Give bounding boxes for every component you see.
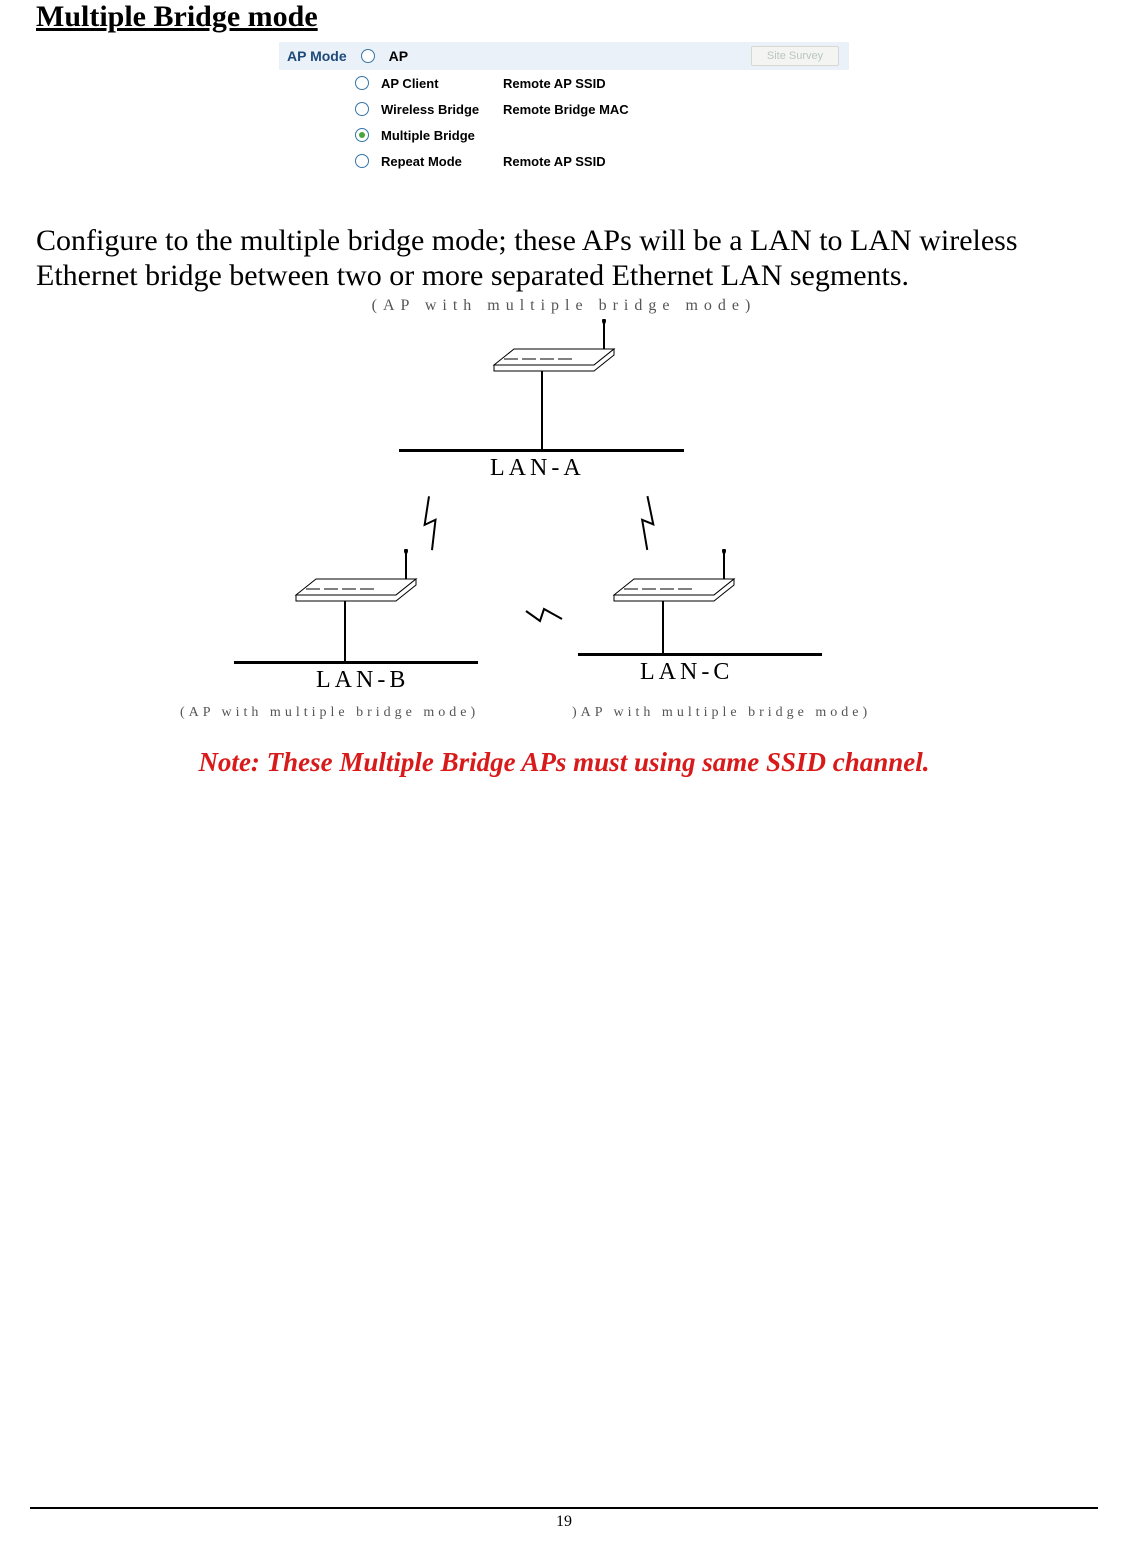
- page-heading: Multiple Bridge mode: [30, 0, 1098, 34]
- line-c-down: [662, 601, 664, 653]
- ap-option-label-1: AP Client: [381, 76, 503, 91]
- option-row-3: Multiple Bridge: [279, 122, 849, 148]
- ap-option-label-0: AP: [389, 48, 408, 64]
- ap-option-extra-1: Remote AP SSID: [503, 76, 606, 91]
- router-b-icon: [286, 549, 436, 609]
- page-footer: 19: [30, 1507, 1098, 1531]
- option-row-1: AP Client Remote AP SSID: [279, 70, 849, 96]
- ap-option-extra-4: Remote AP SSID: [503, 154, 606, 169]
- ground-b: [234, 661, 478, 664]
- ap-mode-panel: AP Mode AP Site Survey AP Client Remote …: [279, 42, 849, 174]
- ap-mode-header: AP Mode AP Site Survey: [279, 42, 849, 70]
- footer-rule: [30, 1507, 1098, 1509]
- repeat-mode-radio[interactable]: [355, 154, 369, 168]
- diagram-container: (AP with multiple bridge mode) LAN-A: [204, 297, 924, 745]
- line-b-down: [344, 601, 346, 661]
- caption-right: )AP with multiple bridge mode): [572, 705, 871, 721]
- ap-option-label-2: Wireless Bridge: [381, 102, 503, 117]
- ap-option-label-4: Repeat Mode: [381, 154, 503, 169]
- description-paragraph: Configure to the multiple bridge mode; t…: [30, 224, 1098, 293]
- wireless-bridge-radio[interactable]: [355, 102, 369, 116]
- diagram-title: (AP with multiple bridge mode): [204, 297, 924, 315]
- bolt-bottom-icon: [522, 601, 566, 635]
- ap-radio[interactable]: [361, 49, 375, 63]
- network-diagram: LAN-A LAN-B: [204, 315, 924, 745]
- ap-client-radio[interactable]: [355, 76, 369, 90]
- router-a-icon: [484, 319, 634, 379]
- ground-a: [399, 449, 684, 452]
- ap-option-label-3: Multiple Bridge: [381, 128, 503, 143]
- note-text: Note: These Multiple Bridge APs must usi…: [30, 747, 1098, 778]
- option-row-4: Repeat Mode Remote AP SSID: [279, 148, 849, 174]
- lan-b-label: LAN-B: [316, 667, 409, 694]
- ap-option-extra-2: Remote Bridge MAC: [503, 102, 629, 117]
- caption-left: (AP with multiple bridge mode): [180, 705, 479, 721]
- option-row-2: Wireless Bridge Remote Bridge MAC: [279, 96, 849, 122]
- lan-c-label: LAN-C: [640, 659, 733, 686]
- page-number: 19: [556, 1513, 572, 1530]
- line-a-down: [541, 371, 543, 449]
- multiple-bridge-radio[interactable]: [355, 128, 369, 142]
- site-survey-button[interactable]: Site Survey: [751, 46, 839, 66]
- ground-c: [578, 653, 822, 656]
- router-c-icon: [604, 549, 754, 609]
- ap-mode-label: AP Mode: [287, 48, 347, 64]
- lan-a-label: LAN-A: [490, 455, 585, 482]
